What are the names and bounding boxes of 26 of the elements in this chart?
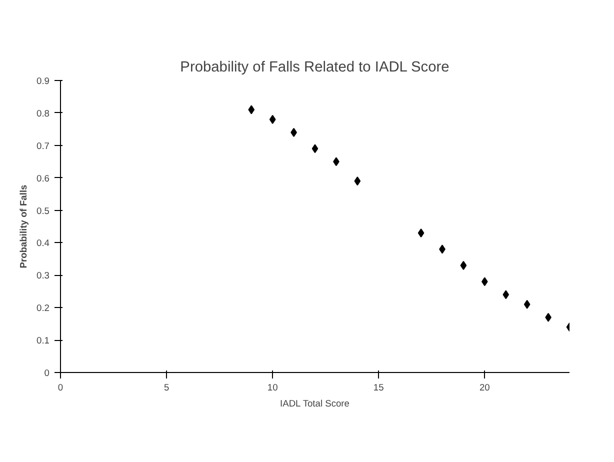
y-tick-label: 0.5 <box>36 206 50 216</box>
point <box>502 290 510 300</box>
y-axis-title: Probability of Falls <box>18 184 29 268</box>
x-tick-label: 0 <box>58 382 64 392</box>
x-tick-label: 10 <box>267 382 278 392</box>
point <box>248 105 255 114</box>
point <box>418 228 424 238</box>
y-tick-label: 0.2 <box>36 303 50 314</box>
chart-title: Probability of Falls Related to IADL Score <box>180 60 450 76</box>
point <box>354 176 361 186</box>
y-tick-label: 0.7 <box>36 140 50 151</box>
y-tick-label: 0.9 <box>36 76 50 86</box>
y-tick-label: 0.6 <box>36 173 50 184</box>
x-axis-title: IADL Total Score <box>280 398 350 408</box>
y-tick-label: 0.8 <box>36 108 50 118</box>
x-tick-label: 5 <box>164 382 170 392</box>
point <box>460 260 467 270</box>
y-tick-label: 0.1 <box>36 336 50 346</box>
x-tick-label: 15 <box>373 382 384 392</box>
point <box>269 114 276 124</box>
x-tick-label: 20 <box>479 382 490 392</box>
point <box>524 300 530 309</box>
y-tick-label: 0.4 <box>36 238 50 248</box>
y-tick-label: 0.3 <box>36 270 50 281</box>
y-tick-label: 0 <box>44 368 50 378</box>
point <box>312 144 318 154</box>
